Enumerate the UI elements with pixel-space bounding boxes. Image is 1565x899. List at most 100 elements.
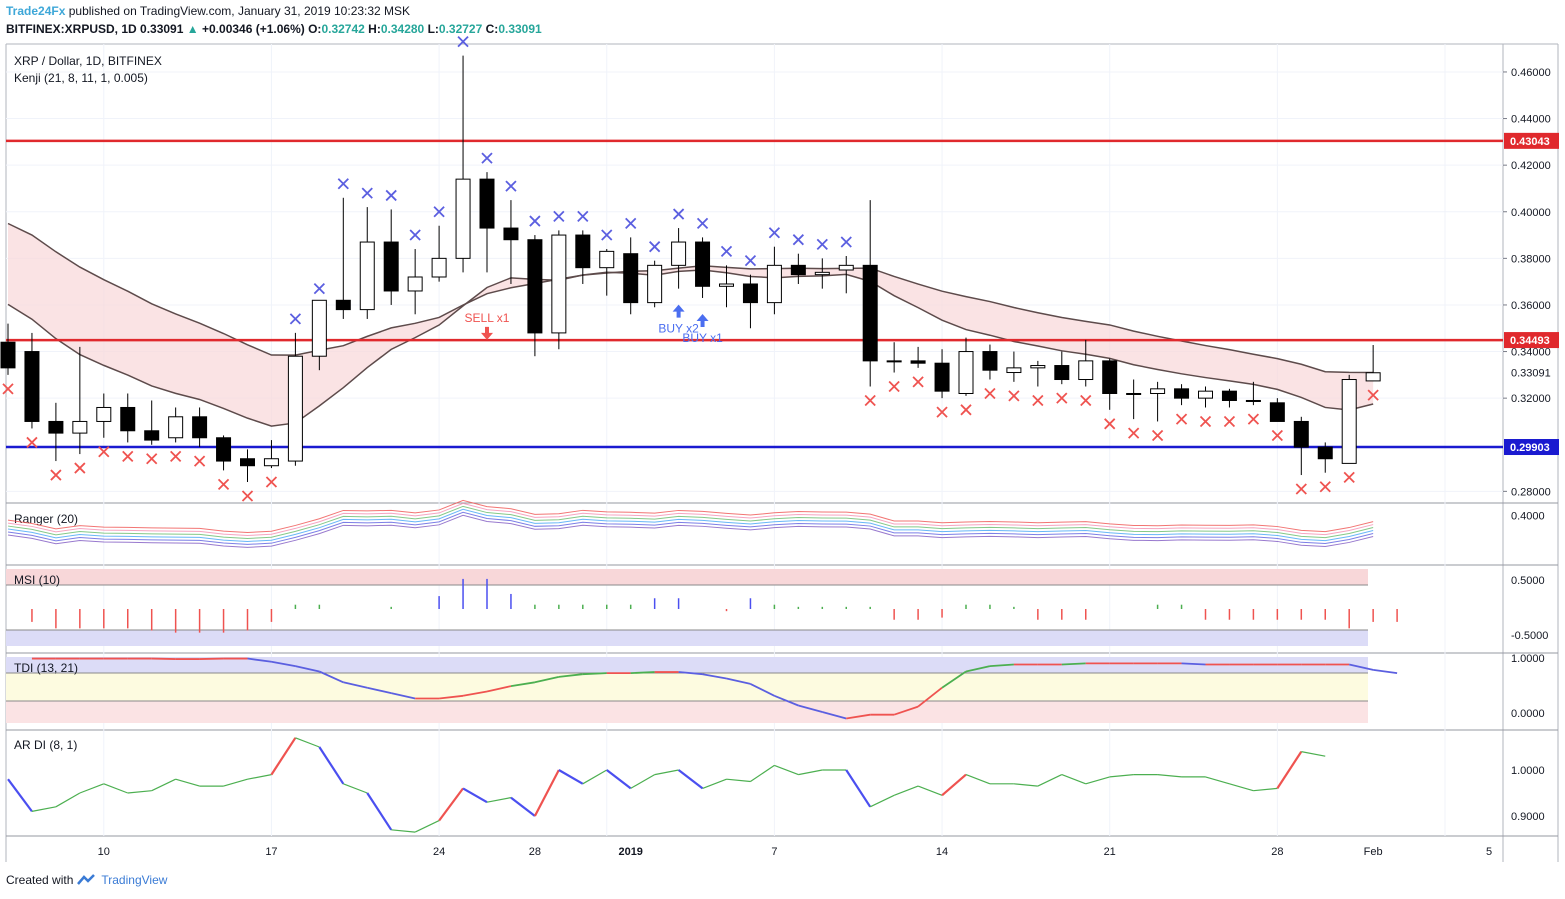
candle-body bbox=[1078, 360, 1094, 381]
signal-cross-marker bbox=[888, 380, 900, 393]
ardi-line-segment bbox=[1229, 783, 1254, 792]
ardi-line-segment bbox=[606, 769, 632, 790]
signal-cross-marker bbox=[241, 490, 254, 502]
tdi-line-segment bbox=[917, 686, 943, 708]
ranger-band-line bbox=[7, 511, 1374, 545]
candle-body bbox=[1150, 388, 1166, 394]
time-tick-label: 28 bbox=[1271, 846, 1283, 858]
publish-line: Trade24Fx published on TradingView.com, … bbox=[6, 4, 410, 18]
high-label: H: bbox=[368, 22, 381, 36]
msi-tick-label: 0.5000 bbox=[1511, 575, 1545, 587]
candle-body bbox=[24, 351, 40, 422]
tdi-line-segment bbox=[582, 672, 607, 676]
ardi-line-segment bbox=[295, 737, 320, 748]
signal-cross-marker bbox=[768, 227, 781, 239]
time-tick-label: 5 bbox=[1486, 846, 1492, 858]
ranger-band-line bbox=[7, 502, 1374, 536]
signal-cross-marker bbox=[170, 450, 182, 463]
tdi-line-segment bbox=[295, 665, 320, 673]
signal-cross-marker bbox=[74, 462, 86, 474]
panel-title-ranger: Ranger (20) bbox=[14, 512, 78, 526]
last-price-label: 0.33091 bbox=[1511, 368, 1551, 380]
candle-body bbox=[0, 341, 16, 369]
ardi-line-segment bbox=[55, 792, 81, 808]
ardi-line-segment bbox=[1037, 774, 1063, 787]
candle-body bbox=[240, 458, 255, 467]
candle-body bbox=[862, 264, 878, 362]
signal-cross-marker bbox=[577, 210, 589, 223]
candle-body bbox=[1365, 372, 1381, 382]
ardi-line-segment bbox=[7, 778, 33, 813]
buy-signal-label: BUY x2 bbox=[658, 322, 699, 336]
level-price-tag bbox=[1504, 439, 1559, 456]
tradingview-link[interactable]: TradingView bbox=[101, 873, 168, 887]
candle-body bbox=[120, 406, 136, 432]
candle-body bbox=[814, 271, 830, 276]
candle-body bbox=[455, 178, 471, 259]
signal-cross-marker bbox=[337, 178, 349, 190]
tdi-line-segment bbox=[151, 657, 176, 660]
signal-cross-marker bbox=[912, 376, 924, 388]
signal-cross-marker bbox=[1367, 389, 1379, 401]
panel-title-tdi: TDI (13, 21) bbox=[14, 661, 78, 675]
candle-body bbox=[742, 283, 758, 304]
tdi-middle-zone bbox=[6, 673, 1368, 701]
published-text: published on TradingView.com, January 31… bbox=[68, 4, 411, 18]
tdi-line-segment bbox=[1349, 663, 1374, 671]
close-label: C: bbox=[485, 22, 499, 36]
kenji-cloud bbox=[8, 223, 1374, 427]
ardi-line-segment bbox=[1109, 774, 1134, 778]
ardi-line-segment bbox=[391, 829, 416, 833]
price-tick-label: 0.28000 bbox=[1511, 486, 1551, 498]
ardi-line-segment bbox=[223, 778, 248, 787]
ardi-line-segment bbox=[414, 820, 440, 833]
ardi-line-segment bbox=[702, 778, 727, 789]
ardi-line-segment bbox=[1301, 751, 1326, 757]
price-tick-label: 0.42000 bbox=[1511, 160, 1551, 172]
candle-body bbox=[144, 430, 160, 441]
tdi-line-segment bbox=[199, 657, 224, 660]
open-value: 0.32742 bbox=[321, 22, 365, 36]
candle-body bbox=[575, 234, 591, 269]
candle-body bbox=[431, 257, 447, 278]
candle-body bbox=[1006, 367, 1022, 374]
tdi-line-segment bbox=[846, 713, 871, 720]
price-tick-label: 0.44000 bbox=[1511, 114, 1551, 126]
publisher-name[interactable]: Trade24Fx bbox=[6, 4, 66, 18]
tdi-line-segment bbox=[1061, 662, 1086, 666]
tdi-line-segment bbox=[247, 657, 272, 663]
candle-body bbox=[216, 437, 232, 462]
ardi-line-segment bbox=[630, 774, 655, 789]
signal-cross-marker bbox=[1080, 394, 1092, 407]
ardi-line-segment bbox=[726, 778, 751, 783]
candle-body bbox=[1054, 365, 1070, 381]
signal-cross-marker bbox=[265, 476, 278, 488]
tdi-line-segment bbox=[1181, 662, 1206, 666]
tdi-line-segment bbox=[798, 704, 823, 713]
candle-body bbox=[958, 351, 974, 394]
tdi-line-segment bbox=[678, 671, 703, 676]
ranger-band-line bbox=[7, 505, 1374, 539]
ardi-line-segment bbox=[366, 792, 393, 831]
signal-cross-marker bbox=[864, 394, 876, 407]
signal-cross-marker bbox=[50, 469, 62, 481]
signal-cross-marker bbox=[553, 210, 565, 223]
signal-cross-marker bbox=[313, 282, 325, 295]
tdi-line-segment bbox=[822, 711, 847, 720]
ranger-tick-label: 0.4000 bbox=[1511, 510, 1545, 522]
signal-cross-marker bbox=[1104, 418, 1116, 430]
candle-body bbox=[72, 420, 88, 434]
ardi-line-segment bbox=[31, 806, 57, 812]
price-tick-label: 0.38000 bbox=[1511, 253, 1551, 265]
tdi-line-segment bbox=[510, 681, 536, 687]
kenji-lower-line bbox=[7, 269, 1374, 427]
ardi-line-segment bbox=[1061, 774, 1086, 785]
signal-cross-marker bbox=[1343, 471, 1355, 484]
open-label: O: bbox=[308, 22, 322, 36]
level-price-label: 0.43043 bbox=[1510, 136, 1550, 148]
signal-cross-marker bbox=[289, 313, 302, 325]
trading-chart[interactable]: 0.46000 0.44000 0.42000 0.40000 0.38000 0.360… bbox=[0, 0, 1565, 870]
time-tick-label: 28 bbox=[529, 846, 541, 858]
ranger-band-line bbox=[7, 514, 1374, 548]
low-label: L: bbox=[427, 22, 439, 36]
